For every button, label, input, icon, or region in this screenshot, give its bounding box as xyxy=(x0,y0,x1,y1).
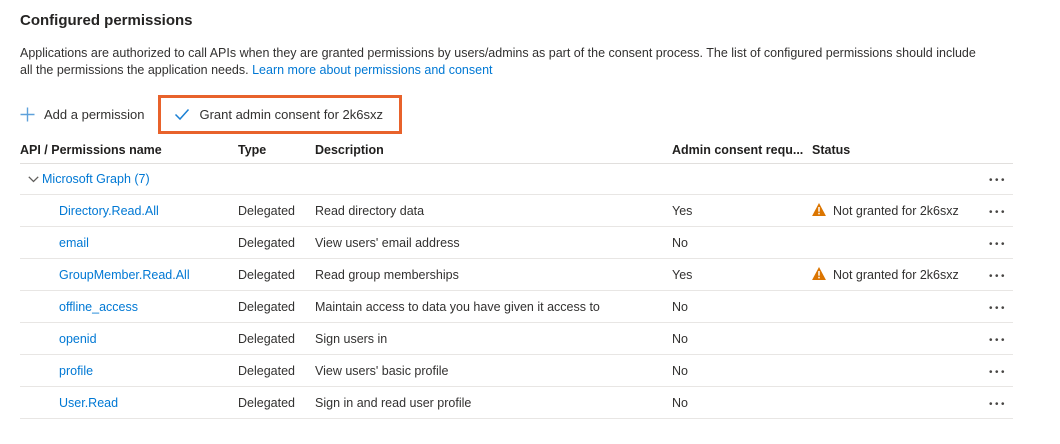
permission-type: Delegated xyxy=(238,203,295,218)
permission-name-link[interactable]: offline_access xyxy=(59,299,138,314)
permission-description: Maintain access to data you have given i… xyxy=(315,299,600,314)
more-ellipsis-icon[interactable]: ••• xyxy=(988,334,1007,346)
permissions-table: API / Permissions name Type Description … xyxy=(20,137,1013,419)
row-menu[interactable]: ••• xyxy=(975,268,1013,282)
checkmark-icon xyxy=(174,108,190,121)
permission-status-cell: Not granted for 2k6sxz xyxy=(812,202,975,219)
admin-consent-required-value: Yes xyxy=(672,267,693,282)
warning-icon xyxy=(812,266,826,283)
status-text: Not granted for 2k6sxz xyxy=(833,203,959,218)
grant-admin-consent-button[interactable]: Grant admin consent for 2k6sxz xyxy=(174,107,383,122)
admin-consent-required-value: No xyxy=(672,395,688,410)
api-group-link[interactable]: Microsoft Graph (7) xyxy=(42,172,150,186)
more-ellipsis-icon[interactable]: ••• xyxy=(988,398,1007,410)
permission-description: Read group memberships xyxy=(315,267,459,282)
header-status: Status xyxy=(812,143,851,157)
admin-consent-required-value: No xyxy=(672,331,688,346)
more-ellipsis-icon[interactable]: ••• xyxy=(988,270,1007,282)
grant-admin-consent-label: Grant admin consent for 2k6sxz xyxy=(199,107,383,122)
table-row: User.Read Delegated Sign in and read use… xyxy=(20,387,1013,419)
permission-description: Sign users in xyxy=(315,331,388,346)
learn-more-link[interactable]: Learn more about permissions and consent xyxy=(252,63,493,77)
more-ellipsis-icon[interactable]: ••• xyxy=(988,302,1007,314)
permission-name-link[interactable]: email xyxy=(59,235,89,250)
header-api-permissions-name: API / Permissions name xyxy=(20,143,162,157)
more-ellipsis-icon[interactable]: ••• xyxy=(988,366,1007,378)
admin-consent-required-value: No xyxy=(672,235,688,250)
description-line-1: Applications are authorized to call APIs… xyxy=(20,46,976,60)
permission-type: Delegated xyxy=(238,395,295,410)
header-description: Description xyxy=(315,143,384,157)
more-ellipsis-icon[interactable]: ••• xyxy=(988,238,1007,250)
row-menu[interactable]: ••• xyxy=(975,236,1013,250)
table-row: GroupMember.Read.All Delegated Read grou… xyxy=(20,259,1013,291)
row-menu[interactable]: ••• xyxy=(975,300,1013,314)
description-line-2-text: all the permissions the application need… xyxy=(20,63,253,77)
status-wrap: Not granted for 2k6sxz xyxy=(812,202,959,219)
table-row: openid Delegated Sign users in No ••• xyxy=(20,323,1013,355)
row-menu[interactable]: ••• xyxy=(975,364,1013,378)
permission-description: Sign in and read user profile xyxy=(315,395,472,410)
warning-icon xyxy=(812,202,826,219)
permission-type: Delegated xyxy=(238,235,295,250)
status-text: Not granted for 2k6sxz xyxy=(833,267,959,282)
permission-description: Read directory data xyxy=(315,203,425,218)
table-header-row: API / Permissions name Type Description … xyxy=(20,137,1013,164)
description-line-2: all the permissions the application need… xyxy=(20,62,1040,79)
permission-name-link[interactable]: profile xyxy=(59,363,94,378)
permission-description: View users' basic profile xyxy=(315,363,449,378)
row-menu[interactable]: ••• xyxy=(975,332,1013,346)
header-admin-consent-required: Admin consent requ... xyxy=(672,143,804,157)
configured-permissions-panel: Configured permissions Applications are … xyxy=(20,12,1040,419)
admin-consent-required-value: No xyxy=(672,299,688,314)
permission-status-cell: Not granted for 2k6sxz xyxy=(812,266,975,283)
table-row: Directory.Read.All Delegated Read direct… xyxy=(20,195,1013,227)
add-permission-button[interactable]: Add a permission xyxy=(20,107,144,122)
permission-type: Delegated xyxy=(238,331,295,346)
permission-name-link[interactable]: Directory.Read.All xyxy=(59,203,159,218)
table-row: email Delegated View users' email addres… xyxy=(20,227,1013,259)
permission-type: Delegated xyxy=(238,299,295,314)
plus-icon xyxy=(20,107,35,122)
row-menu[interactable]: ••• xyxy=(975,396,1013,410)
api-group-row-microsoft-graph[interactable]: Microsoft Graph (7) ••• xyxy=(20,164,1013,195)
more-ellipsis-icon[interactable]: ••• xyxy=(988,206,1007,218)
permission-description: View users' email address xyxy=(315,235,460,250)
header-type: Type xyxy=(238,143,267,157)
command-bar: Add a permission Grant admin consent for… xyxy=(20,93,1040,136)
more-ellipsis-icon[interactable]: ••• xyxy=(988,175,1007,186)
group-row-menu[interactable]: ••• xyxy=(989,172,1013,186)
table-row: offline_access Delegated Maintain access… xyxy=(20,291,1013,323)
permission-name-link[interactable]: User.Read xyxy=(59,395,119,410)
add-permission-label: Add a permission xyxy=(44,107,145,122)
table-body: Directory.Read.All Delegated Read direct… xyxy=(20,195,1013,419)
permission-name-link[interactable]: GroupMember.Read.All xyxy=(59,267,190,282)
permission-name-link[interactable]: openid xyxy=(59,331,97,346)
table-row: profile Delegated View users' basic prof… xyxy=(20,355,1013,387)
chevron-down-icon[interactable] xyxy=(28,175,39,183)
permission-type: Delegated xyxy=(238,363,295,378)
consent-highlight-box: Grant admin consent for 2k6sxz xyxy=(158,95,402,134)
description: Applications are authorized to call APIs… xyxy=(20,45,1040,79)
permission-type: Delegated xyxy=(238,267,295,282)
row-menu[interactable]: ••• xyxy=(975,204,1013,218)
status-wrap: Not granted for 2k6sxz xyxy=(812,266,959,283)
admin-consent-required-value: Yes xyxy=(672,203,693,218)
admin-consent-required-value: No xyxy=(672,363,688,378)
page-title: Configured permissions xyxy=(20,12,193,29)
